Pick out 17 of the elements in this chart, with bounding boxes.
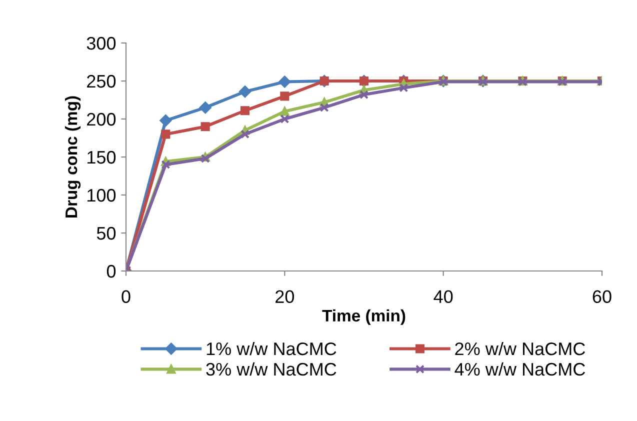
x-tick-label: 40 xyxy=(434,290,453,304)
y-axis-title: Drug conc (mg) xyxy=(64,96,81,218)
y-tick-label: 300 xyxy=(86,36,116,50)
y-tick-label: 150 xyxy=(88,150,116,164)
x-tick-label: 0 xyxy=(122,290,130,304)
legend-label: 4% w/w NaCMC xyxy=(454,362,586,376)
y-tick-label: 50 xyxy=(96,226,116,240)
legend-label: 3% w/w NaCMC xyxy=(206,362,336,376)
x-tick-label: 60 xyxy=(592,290,612,304)
x-tick-label: 20 xyxy=(276,290,294,304)
y-tick-label: 100 xyxy=(88,188,116,202)
y-tick-label: 250 xyxy=(87,74,116,88)
y-tick-label: 200 xyxy=(87,112,116,126)
y-tick-label: 0 xyxy=(106,264,116,278)
x-axis-title: Time (min) xyxy=(322,309,406,325)
legend-label: 2% w/w NaCMC xyxy=(455,342,586,356)
legend-label: 1% w/w NaCMC xyxy=(206,342,336,356)
